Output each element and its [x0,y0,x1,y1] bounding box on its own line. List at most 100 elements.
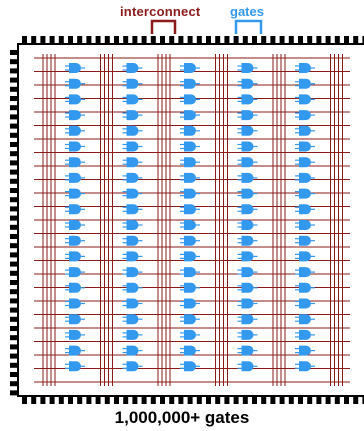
chip-pin-bottom [187,396,193,404]
interconnect-bracket [150,19,177,34]
chip-pin-top [242,36,248,44]
chip-pin-bottom [95,396,101,404]
logic-gate-icon [295,78,315,89]
gates-label: gates [230,4,264,19]
logic-gate-icon [180,251,200,262]
logic-gate-icon [122,282,143,293]
chip-pin-top [104,36,110,44]
logic-gate-icon [122,220,143,230]
logic-gate-icon [122,172,143,183]
chip-pin-left [10,234,18,239]
chip-pin-bottom [160,396,165,404]
chip-pin-left [10,178,18,184]
chip-pin-bottom [298,396,303,404]
chip-pin-top [252,36,257,44]
chip-pin-left [10,252,18,258]
chip-pin-left [10,105,18,111]
logic-gate-icon [295,204,315,215]
chip-pin-top [58,36,64,44]
chip-pin-bottom [178,396,184,404]
chip-pin-top [316,36,322,44]
logic-gate-icon [295,345,315,356]
chip-pin-bottom [40,396,46,404]
chip-pin-bottom [58,396,64,404]
chip-pin-bottom [233,396,239,404]
chip-pin-left [10,390,18,396]
logic-gate-icon [122,188,143,199]
chip-pin-left [10,362,18,368]
interconnect-label: interconnect [120,4,201,19]
chip-pin-top [261,36,267,44]
logic-gate-icon [180,235,200,246]
logic-gate-icon [122,94,143,105]
chip-pin-top [279,36,285,44]
chip-pin-top [150,36,156,44]
chip-pin-bottom [270,396,276,404]
chip-pin-bottom [316,396,322,404]
logic-gate-icon [65,267,85,278]
chip-pin-left [10,59,18,65]
logic-gate-icon [180,204,200,215]
logic-gate-icon [237,361,258,372]
chip-pin-left [10,169,18,175]
logic-gate-icon [295,125,315,136]
chip-pin-bottom [288,396,294,404]
gates-bracket [234,19,263,34]
logic-gate-icon [295,94,315,105]
logic-gate-icon [122,298,143,309]
logic-gate-icon [295,141,315,152]
chip-pin-top [362,36,364,44]
chip-pin-left [10,132,18,138]
chip-pin-top [31,36,37,44]
logic-gate-icon [295,172,315,183]
logic-gate-icon [237,141,258,152]
chip-pin-bottom [261,396,267,404]
logic-gate-icon [295,314,315,325]
chip-pin-top [344,36,349,44]
logic-gate-icon [65,361,85,372]
logic-gate-icon [65,251,85,262]
logic-gate-icon [237,235,258,246]
logic-gate-icon [180,157,200,168]
chip-pin-left [10,151,18,157]
chip-pin-bottom [114,396,119,404]
logic-gate-icon [122,251,143,262]
chip-pin-left [10,344,18,350]
logic-gate-icon [65,282,85,293]
chip-pin-top [187,36,193,44]
chip-pin-left [10,353,18,359]
logic-gate-icon [180,78,200,89]
chip-pin-left [10,289,18,295]
chip-pin-left [10,224,18,230]
logic-gate-icon [122,267,143,278]
gate-count-caption: 1,000,000+ gates [114,408,250,427]
logic-gate-icon [295,361,315,372]
logic-gate-icon [295,188,315,199]
logic-gate-icon [237,267,258,278]
logic-gate-icon [237,251,258,262]
chip-pin-bottom [141,396,147,404]
logic-gate-icon [122,314,143,325]
logic-gate-icon [237,110,258,121]
logic-gate-icon [180,110,200,121]
chip-pin-bottom [242,396,248,404]
logic-gate-icon [122,157,143,168]
chip-pin-left [10,372,18,377]
logic-gate-icon [180,282,200,293]
logic-gate-icon [180,361,200,372]
logic-gate-icon [180,267,200,278]
logic-gate-icon [237,78,258,89]
chip-pin-bottom [206,396,211,404]
logic-gate-icon [180,345,200,356]
chip-pin-left [10,316,18,322]
chip-pin-bottom [104,396,110,404]
chip-pin-left [10,197,18,203]
logic-gate-icon [295,329,315,340]
chip-pin-top [86,36,92,44]
logic-gate-icon [65,188,85,199]
logic-gate-icon [295,220,315,230]
chip-pin-bottom [150,396,156,404]
chip-pin-left [10,381,18,387]
chip-pin-top [132,36,138,44]
chip-pin-bottom [344,396,349,404]
